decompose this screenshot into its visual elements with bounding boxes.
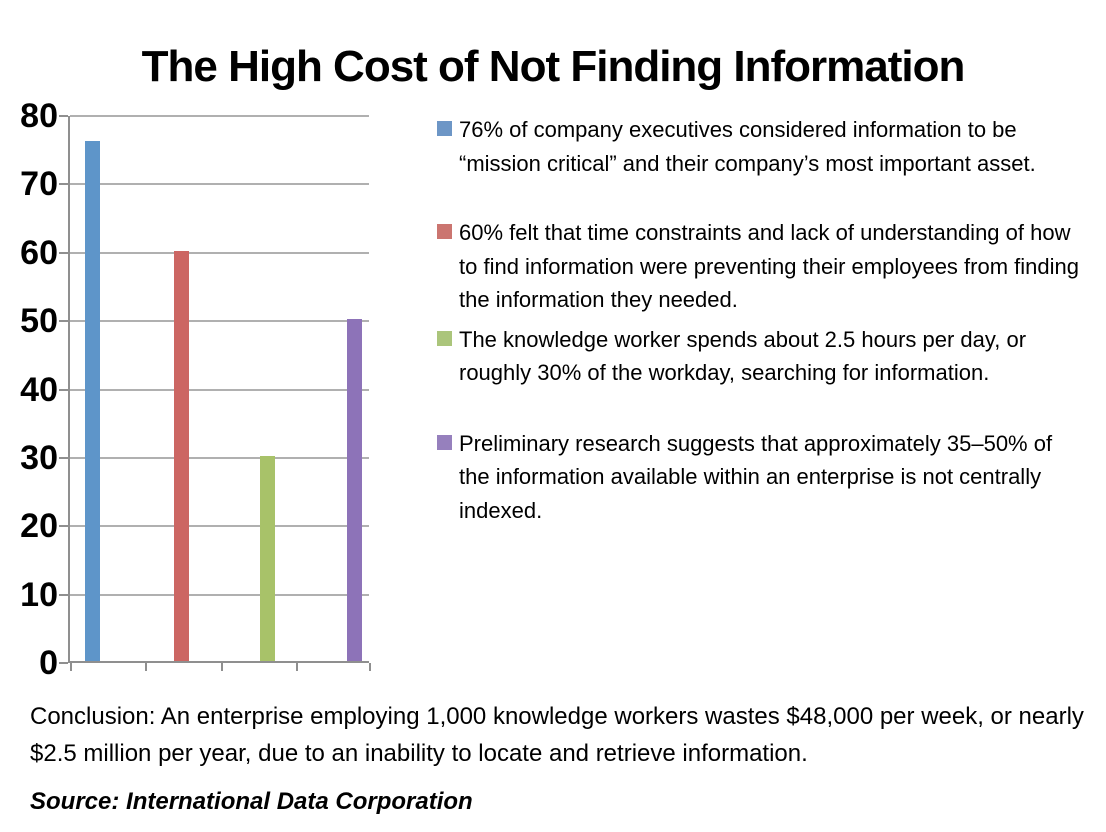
y-axis-labels: 0 10 20 30 40 50 60 70 80 [0,99,58,680]
y-axis-label-70: 70 [20,165,58,204]
gridline-70 [70,183,369,186]
legend-item-text: 76% of company executives considered inf… [459,117,1036,176]
gridline-30 [70,456,369,459]
legend-item-text: 60% felt that time constraints and lack … [459,220,1079,312]
x-tick-4 [369,663,371,671]
legend-item-1: 76% of company executives considered inf… [437,113,1085,180]
y-axis-label-10: 10 [20,575,58,614]
legend-item-text: The knowledge worker spends about 2.5 ho… [459,326,1027,386]
y-tick-70 [59,183,68,186]
y-tick-20 [59,525,68,528]
legend-bullet-icon [437,224,452,239]
x-tick-2 [220,663,223,671]
chart-title: The High Cost of Not Finding Information [141,42,966,91]
legend-bullet-icon [437,330,452,346]
y-tick-0 [59,662,68,664]
y-axis-label-60: 60 [20,233,58,272]
y-tick-30 [59,456,68,459]
y-axis-label-0: 0 [39,644,58,682]
y-axis-label-30: 30 [20,438,58,477]
conclusion-text: Conclusion: An enterprise employing 1,00… [30,703,1084,767]
plot-area [59,115,371,671]
bar-chart: 0 10 20 30 40 50 60 70 80 [0,0,420,700]
y-tick-60 [59,251,68,254]
bar-2 [173,250,189,661]
gridline-80 [70,115,369,117]
y-axis-label-20: 20 [20,507,58,546]
bar-4 [346,319,362,661]
x-tick-3 [295,663,298,671]
legend-item-2: 60% felt that time constraints and lack … [437,216,1085,317]
y-tick-80 [59,115,68,117]
y-axis-label-50: 50 [20,302,58,341]
y-tick-40 [59,388,68,391]
legend-item-4: Preliminary research suggests that appro… [437,427,1085,528]
source-text: Source: International Data Corporation [30,788,473,815]
legend-item-text: Preliminary research suggests that appro… [459,430,1053,523]
x-tick-1 [145,663,148,671]
y-tick-50 [59,320,68,323]
bar-3 [259,455,275,661]
legend-bullet-icon [437,434,452,450]
y-axis-label-80: 80 [20,97,58,135]
gridline-20 [70,525,369,528]
legend-bullet-icon [437,121,452,136]
y-axis-label-40: 40 [20,370,58,409]
gridline-40 [70,388,369,391]
gridline-60 [70,251,369,254]
gridline-10 [70,593,369,596]
y-tick-10 [59,593,68,596]
legend: 76% of company executives considered inf… [437,113,1085,527]
legend-item-3: The knowledge worker spends about 2.5 ho… [437,323,1085,390]
bar-1 [84,141,100,661]
gridline-50 [70,320,369,323]
x-tick-0 [70,663,72,671]
